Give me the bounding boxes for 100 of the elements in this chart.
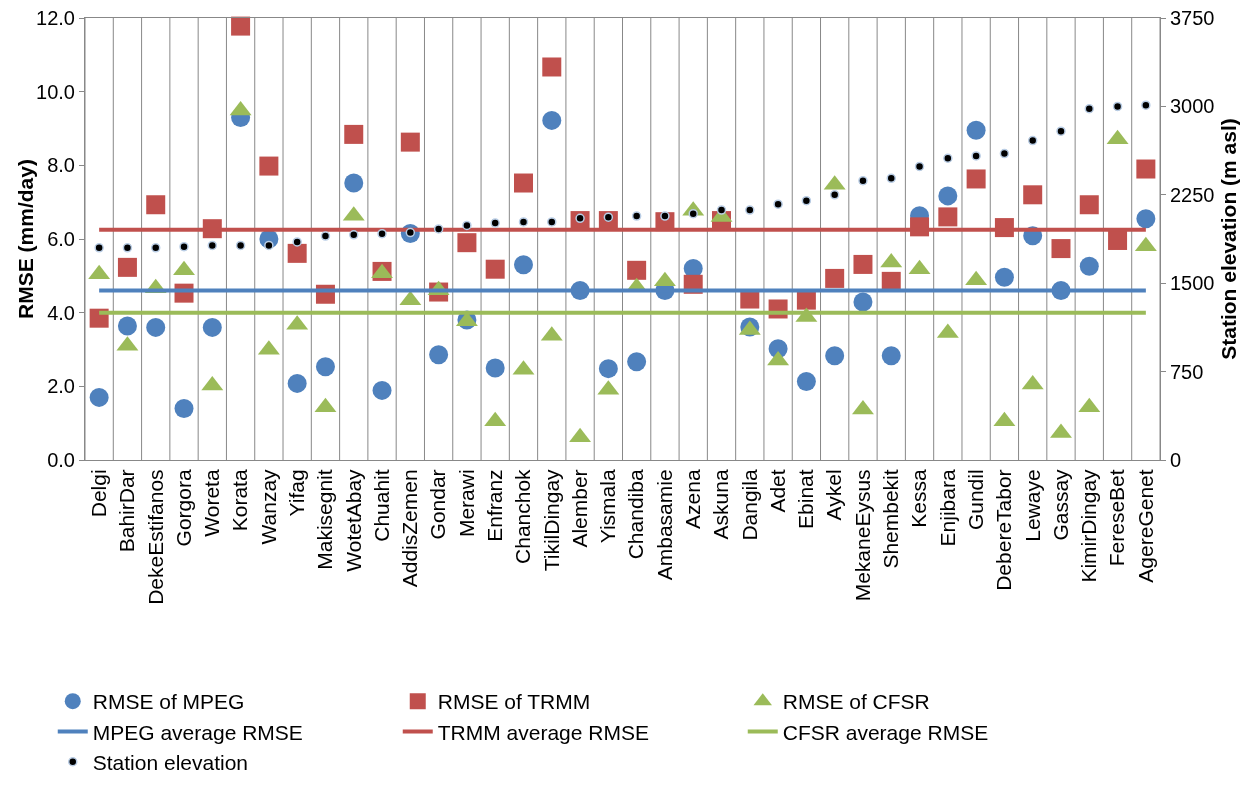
- point: [881, 346, 901, 366]
- legend-label: MPEG average RMSE: [92, 720, 303, 744]
- x-tick-label: Aykel: [822, 469, 846, 521]
- point: [117, 316, 137, 336]
- x-tick-label: Wanzay: [256, 468, 280, 545]
- point: [94, 243, 104, 253]
- point: [1079, 256, 1099, 276]
- point: [1108, 230, 1128, 250]
- point: [287, 243, 307, 263]
- x-tick-label: Yismala: [596, 469, 620, 544]
- point: [825, 268, 845, 288]
- y-tick-label: 4.0: [47, 301, 75, 324]
- point: [627, 260, 647, 280]
- x-tick-label: Azena: [681, 469, 705, 529]
- point: [150, 243, 161, 253]
- point: [938, 186, 958, 206]
- x-tick-label: KimirDingay: [1077, 468, 1101, 583]
- point: [485, 259, 505, 279]
- x-tick-label: WotetAbay: [341, 468, 365, 572]
- x-tick-label: Askuna: [709, 469, 733, 540]
- point: [966, 169, 986, 189]
- legend-label: Station elevation: [92, 750, 249, 774]
- legend-label: TRMM average RMSE: [437, 720, 649, 744]
- point: [259, 156, 279, 176]
- point: [146, 195, 166, 215]
- point: [1056, 126, 1066, 136]
- point: [400, 132, 420, 152]
- point: [660, 211, 670, 221]
- x-tick-label: MekaneEysus: [850, 469, 874, 602]
- point: [1141, 100, 1151, 110]
- point: [89, 387, 109, 407]
- x-tick-label: Enjibara: [935, 469, 959, 547]
- legend-label: CFSR average RMSE: [782, 720, 989, 744]
- point: [344, 124, 364, 144]
- point: [1084, 104, 1095, 114]
- x-tick-label: Ebinat: [794, 469, 818, 529]
- point: [716, 205, 727, 215]
- x-tick-label: FereseBet: [1105, 469, 1129, 567]
- x-tick-label: Chandiba: [624, 469, 648, 560]
- x-tick-label: Merawi: [454, 469, 478, 538]
- point: [457, 233, 477, 253]
- x-tick-label: Dangila: [737, 469, 761, 541]
- x-tick-label: Chuahit: [369, 469, 393, 542]
- point: [914, 161, 925, 172]
- point: [542, 57, 562, 77]
- point: [235, 240, 246, 251]
- point: [1112, 101, 1123, 112]
- x-tick-label: Woreta: [200, 469, 224, 537]
- point: [999, 148, 1010, 159]
- point: [943, 153, 953, 164]
- y2-tick-label: 3750: [1170, 7, 1215, 29]
- x-tick-label: BahirDar: [115, 469, 139, 553]
- x-tick-label: Chanchok: [511, 468, 535, 564]
- x-tick-label: Delgi: [86, 469, 110, 518]
- legend-label: RMSE of MPEG: [92, 690, 245, 714]
- point: [315, 357, 335, 377]
- point: [994, 267, 1014, 287]
- point: [174, 398, 194, 418]
- x-tick-label: Ambasamie: [652, 469, 676, 581]
- point: [292, 237, 302, 247]
- y2-axis-title: Station elevation (m asl): [1216, 118, 1240, 360]
- point: [886, 173, 896, 184]
- point: [173, 260, 195, 276]
- point: [547, 217, 557, 227]
- point: [1023, 185, 1043, 205]
- point: [631, 211, 642, 221]
- x-tick-label: Gassay: [1048, 468, 1072, 541]
- point: [801, 195, 812, 206]
- point: [966, 120, 986, 140]
- point: [858, 175, 868, 186]
- point: [264, 240, 274, 251]
- point: [514, 255, 533, 275]
- y-tick-label: 6.0: [47, 228, 75, 250]
- x-tick-label: Gorgora: [171, 469, 195, 547]
- point: [122, 243, 133, 253]
- y-tick-label: 10.0: [36, 80, 75, 103]
- point: [349, 230, 359, 240]
- point: [490, 218, 500, 228]
- point: [287, 373, 307, 393]
- point: [462, 220, 472, 231]
- point: [829, 190, 840, 200]
- point: [542, 110, 562, 130]
- x-tick-label: Gondar: [426, 469, 450, 540]
- point: [1051, 239, 1071, 259]
- point: [117, 257, 137, 277]
- x-tick-label: AgereGenet: [1133, 469, 1157, 583]
- point: [1136, 209, 1156, 229]
- legend-label: RMSE of CFSR: [782, 690, 930, 714]
- point: [377, 228, 387, 239]
- x-tick-label: DebereTabor: [992, 469, 1016, 591]
- x-tick-label: Yifag: [285, 469, 308, 517]
- point: [853, 254, 873, 274]
- x-tick-label: DekeEstifanos: [143, 469, 167, 605]
- y2-tick-label: 750: [1170, 360, 1204, 383]
- point: [518, 217, 529, 227]
- point: [146, 317, 166, 337]
- point: [344, 173, 364, 193]
- point: [853, 292, 873, 312]
- y2-tick-label: 0: [1170, 449, 1182, 471]
- x-tick-label: Gundil: [963, 469, 987, 531]
